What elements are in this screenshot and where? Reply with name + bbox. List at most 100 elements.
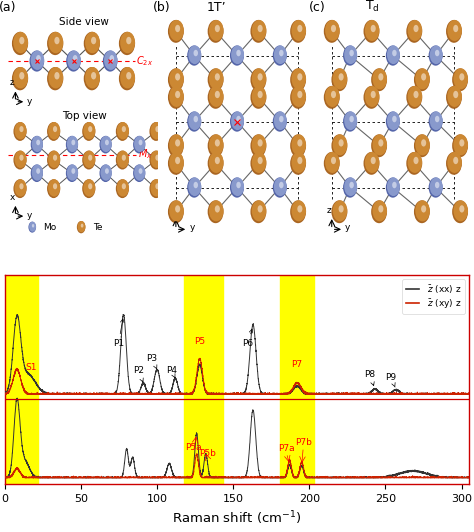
Circle shape — [116, 122, 129, 141]
Circle shape — [387, 45, 400, 64]
Text: (b): (b) — [153, 1, 171, 14]
Circle shape — [373, 134, 387, 155]
Circle shape — [117, 122, 129, 139]
Circle shape — [187, 45, 201, 65]
Circle shape — [428, 178, 443, 198]
Circle shape — [297, 139, 302, 146]
Circle shape — [215, 205, 220, 213]
Circle shape — [151, 151, 163, 168]
Circle shape — [119, 32, 135, 55]
Text: P7a: P7a — [278, 444, 295, 453]
Circle shape — [188, 111, 201, 130]
Circle shape — [122, 126, 126, 132]
Circle shape — [274, 111, 287, 130]
Circle shape — [91, 37, 96, 44]
Circle shape — [169, 68, 184, 89]
Bar — [281, 275, 314, 484]
Circle shape — [209, 68, 224, 89]
Circle shape — [155, 183, 160, 189]
Circle shape — [29, 51, 44, 72]
Circle shape — [371, 91, 376, 98]
Circle shape — [168, 152, 184, 175]
Circle shape — [88, 155, 92, 161]
Circle shape — [408, 152, 422, 173]
Circle shape — [32, 224, 34, 228]
Circle shape — [168, 20, 184, 43]
Circle shape — [435, 116, 439, 122]
Circle shape — [250, 201, 266, 223]
Circle shape — [85, 32, 100, 53]
Circle shape — [279, 50, 283, 56]
Circle shape — [392, 50, 397, 56]
Text: P5: P5 — [194, 337, 205, 346]
Circle shape — [421, 205, 426, 213]
Text: P7b: P7b — [295, 438, 312, 447]
Text: $M_x$: $M_x$ — [137, 148, 152, 161]
Circle shape — [292, 201, 306, 221]
X-axis label: Raman shift (cm$^{-1}$): Raman shift (cm$^{-1}$) — [172, 510, 302, 527]
Circle shape — [193, 116, 198, 122]
Circle shape — [447, 86, 462, 107]
Circle shape — [13, 122, 27, 141]
Circle shape — [257, 157, 263, 164]
Circle shape — [231, 45, 244, 64]
Circle shape — [279, 116, 283, 122]
Circle shape — [175, 91, 180, 98]
Text: y: y — [27, 211, 32, 220]
Circle shape — [175, 205, 180, 213]
Circle shape — [459, 205, 465, 213]
Circle shape — [53, 183, 57, 189]
Circle shape — [325, 86, 340, 107]
Circle shape — [84, 67, 100, 90]
Circle shape — [231, 111, 244, 130]
Circle shape — [446, 152, 462, 175]
Circle shape — [387, 111, 400, 130]
Circle shape — [414, 134, 430, 157]
Circle shape — [53, 155, 57, 161]
Circle shape — [215, 91, 220, 98]
Circle shape — [274, 178, 287, 196]
Circle shape — [290, 201, 306, 223]
Circle shape — [83, 122, 95, 139]
Circle shape — [325, 152, 340, 173]
Circle shape — [257, 25, 263, 32]
Circle shape — [435, 50, 439, 56]
Circle shape — [134, 136, 146, 152]
Circle shape — [66, 136, 78, 153]
Circle shape — [343, 45, 357, 65]
Circle shape — [19, 37, 24, 44]
Circle shape — [36, 55, 41, 62]
Circle shape — [19, 183, 24, 189]
Circle shape — [452, 201, 468, 223]
Circle shape — [169, 20, 184, 41]
Circle shape — [333, 134, 347, 155]
Circle shape — [250, 152, 266, 175]
Text: Top view: Top view — [62, 111, 107, 121]
Circle shape — [430, 45, 443, 64]
Circle shape — [365, 20, 379, 41]
Circle shape — [193, 182, 198, 188]
Circle shape — [126, 37, 131, 44]
Circle shape — [208, 152, 224, 175]
Circle shape — [292, 68, 306, 89]
Circle shape — [168, 201, 184, 223]
Text: P8: P8 — [364, 370, 375, 386]
Circle shape — [119, 67, 135, 90]
Text: Mo: Mo — [43, 223, 56, 231]
Circle shape — [149, 151, 163, 170]
Text: y: y — [27, 97, 32, 106]
Circle shape — [47, 151, 60, 170]
Circle shape — [454, 134, 468, 155]
Circle shape — [297, 25, 302, 32]
Circle shape — [120, 67, 135, 88]
Circle shape — [66, 164, 78, 182]
Circle shape — [414, 68, 430, 91]
Circle shape — [378, 139, 383, 146]
Circle shape — [134, 164, 146, 181]
Circle shape — [209, 20, 224, 41]
Circle shape — [31, 51, 44, 70]
Circle shape — [32, 136, 43, 152]
Circle shape — [290, 20, 306, 43]
Circle shape — [371, 201, 387, 223]
Circle shape — [274, 45, 287, 64]
